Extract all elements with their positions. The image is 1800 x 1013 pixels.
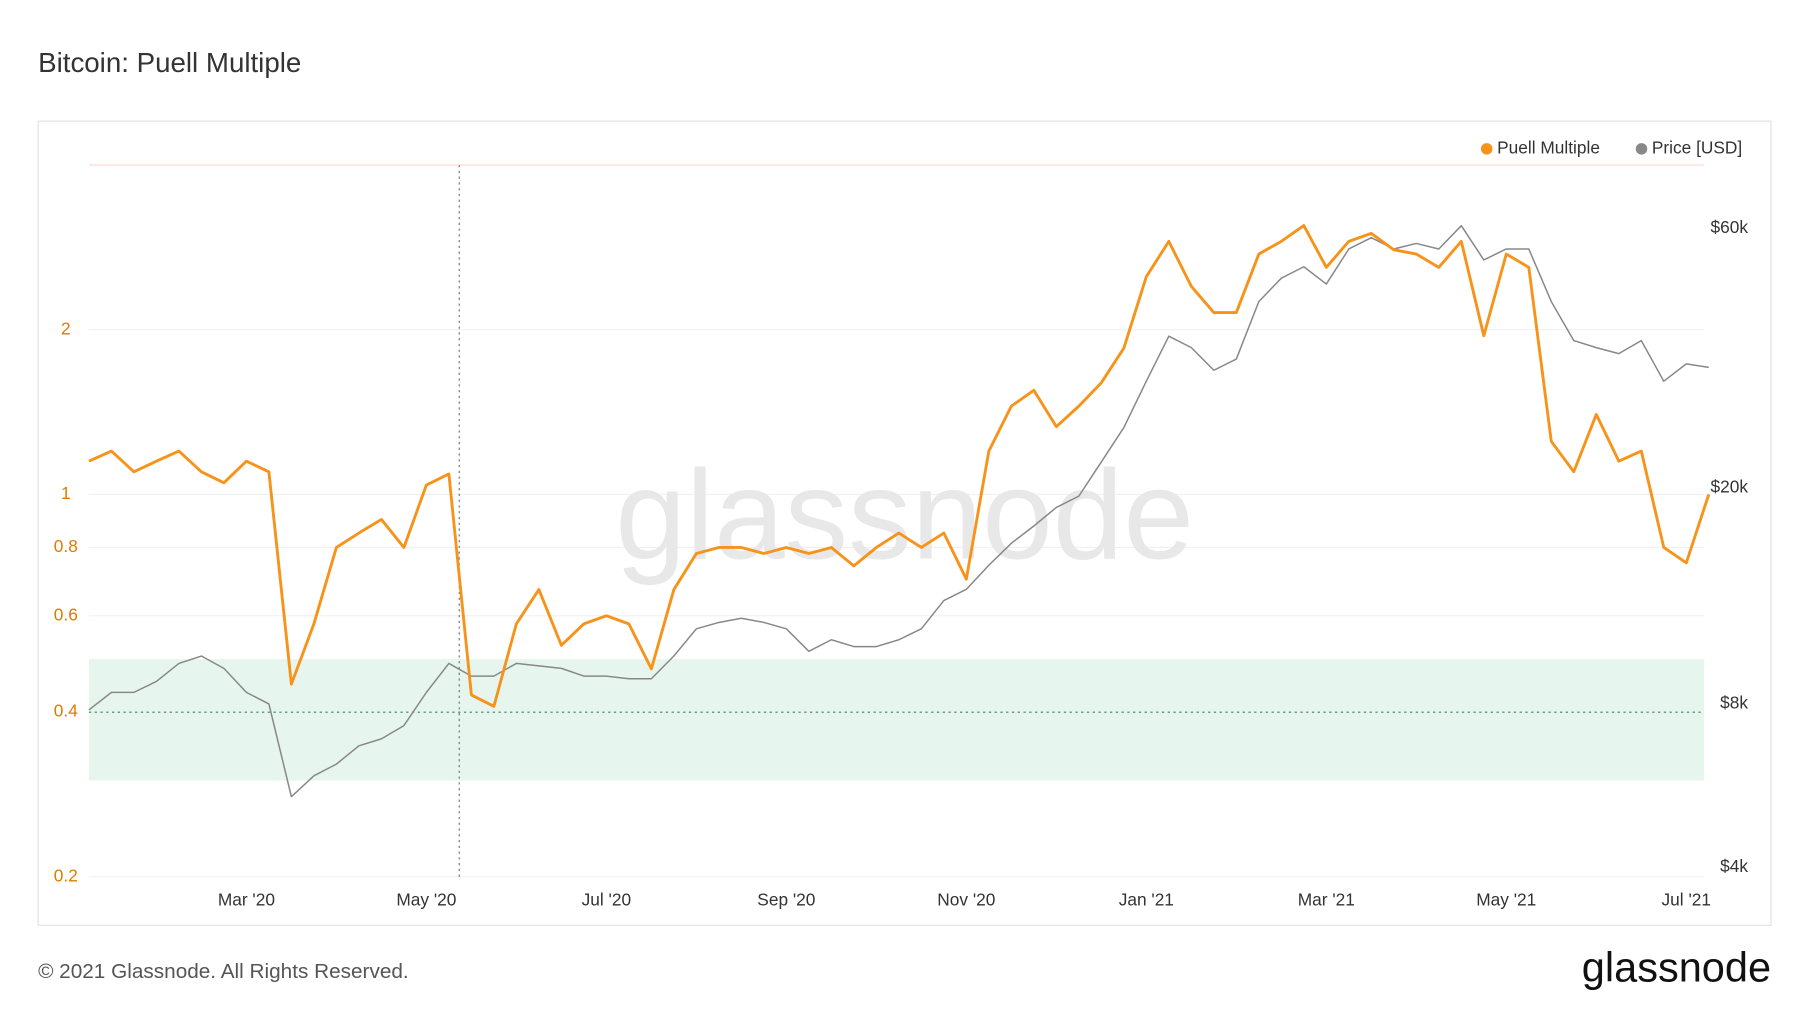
y-tick-label: 0.2 (54, 865, 78, 885)
y2-tick-label: $8k (1720, 693, 1748, 713)
x-tick-label: Nov '20 (937, 890, 995, 910)
legend-marker (1635, 143, 1648, 155)
y-tick-label: 1 (61, 483, 71, 503)
y2-tick-label: $4k (1720, 856, 1748, 876)
y-tick-label: 2 (61, 318, 71, 338)
y2-tick-label: $60k (1710, 217, 1748, 237)
series-line (88, 224, 1711, 708)
x-tick-label: Sep '20 (757, 890, 815, 910)
x-tick-label: Mar '20 (218, 890, 275, 910)
band (88, 659, 1705, 781)
chart-frame (37, 120, 1772, 926)
copyright: © 2021 Glassnode. All Rights Reserved. (38, 960, 409, 983)
chart-title: Bitcoin: Puell Multiple (38, 47, 301, 78)
x-tick-label: May '21 (1476, 890, 1536, 910)
x-tick-label: Jan '21 (1119, 890, 1174, 910)
logo: glassnode (1582, 943, 1771, 990)
x-tick-label: May '20 (396, 890, 456, 910)
series-line (88, 224, 1709, 798)
y-tick-label: 0.6 (54, 604, 78, 624)
watermark: glassnode (615, 443, 1194, 585)
y-tick-label: 0.4 (54, 701, 78, 721)
y-tick-label: 0.8 (54, 536, 78, 556)
legend-label: Puell Multiple (1497, 137, 1600, 157)
legend-marker (1480, 143, 1493, 155)
x-tick-label: Mar '21 (1298, 890, 1355, 910)
legend-label: Price [USD] (1652, 137, 1742, 157)
y2-tick-label: $20k (1710, 476, 1748, 496)
x-tick-label: Jul '20 (582, 890, 631, 910)
x-tick-label: Jul '21 (1662, 890, 1711, 910)
